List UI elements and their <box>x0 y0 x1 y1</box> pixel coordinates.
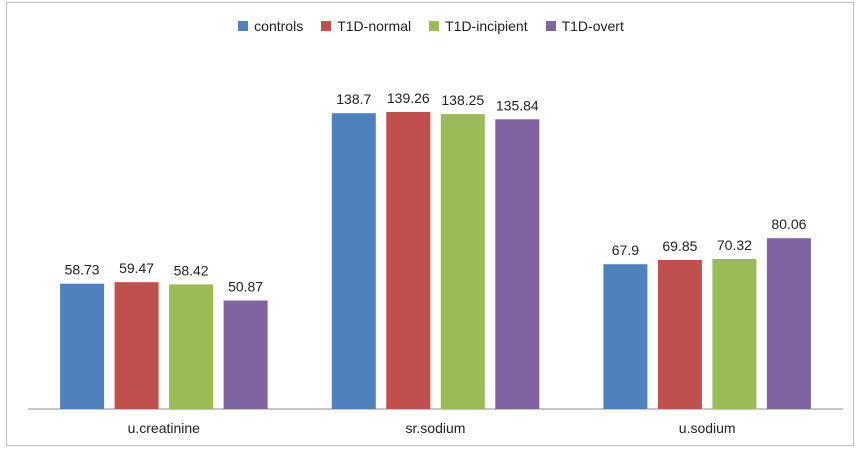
data-label: 58.73 <box>65 262 100 278</box>
bar-u.sodium-T1D-incipient <box>712 259 757 409</box>
legend-label: T1D-overt <box>561 18 624 34</box>
data-label: 135.84 <box>496 97 539 113</box>
data-label: 69.85 <box>662 238 697 254</box>
data-label: 58.42 <box>174 262 209 278</box>
legend-swatch <box>545 21 556 31</box>
legend-swatch <box>238 21 249 31</box>
bar-sr.sodium-T1D-normal <box>386 112 431 409</box>
legend-label: T1D-incipient <box>445 18 528 34</box>
legend-swatch <box>429 21 440 31</box>
bar-sr.sodium-controls <box>331 113 376 409</box>
category-label: sr.sodium <box>406 420 466 436</box>
legend-item-1: T1D-normal <box>321 18 411 34</box>
data-label: 80.06 <box>771 216 806 232</box>
legend-swatch <box>321 21 332 31</box>
data-label: 67.9 <box>612 242 639 258</box>
category-label: u.creatinine <box>128 420 201 436</box>
data-label: 138.25 <box>441 92 484 108</box>
legend-label: controls <box>254 18 304 34</box>
bar-sr.sodium-T1D-overt <box>495 119 540 410</box>
legend-item-0: controls <box>238 18 303 34</box>
bar-u.creatinine-T1D-normal <box>114 282 159 409</box>
data-label: 50.87 <box>228 279 263 295</box>
bar-u.sodium-T1D-normal <box>657 260 702 409</box>
legend-item-3: T1D-overt <box>545 18 624 34</box>
category-label: u.sodium <box>679 420 736 436</box>
data-label: 70.32 <box>717 237 752 253</box>
data-label: 139.26 <box>387 90 430 106</box>
bar-u.creatinine-controls <box>60 283 105 409</box>
bar-u.creatinine-T1D-overt <box>223 300 268 409</box>
legend-label: T1D-normal <box>337 18 412 34</box>
data-label: 138.7 <box>336 91 371 107</box>
bar-sr.sodium-T1D-incipient <box>440 114 485 409</box>
bar-u.sodium-T1D-overt <box>766 238 811 409</box>
bar-u.sodium-controls <box>603 264 648 409</box>
legend-item-2: T1D-incipient <box>429 18 528 34</box>
data-label: 59.47 <box>119 260 154 276</box>
bar-u.creatinine-T1D-incipient <box>169 284 214 409</box>
legend: controls T1D-normal T1D-incipient T1D-overt <box>0 18 862 34</box>
